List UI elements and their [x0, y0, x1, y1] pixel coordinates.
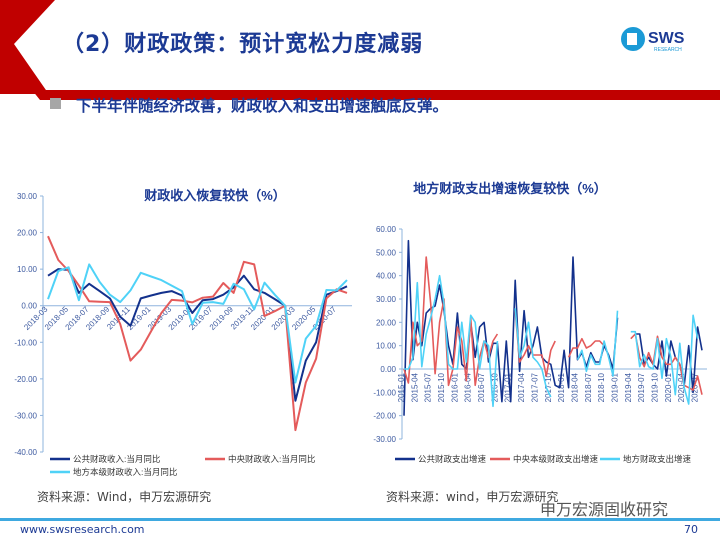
series-line-2 [514, 308, 552, 398]
revenue-chart: 财政收入恢复较快（%） 30.00 20.00 10.00 0.00 -10.00 -20.… [14, 188, 352, 477]
series-line-1 [403, 256, 499, 387]
sws-logo: SWS RESEARCH [620, 24, 710, 54]
bullet-text: 下半年伴随经济改善，财政收入和支出增速触底反弹。 [76, 97, 449, 115]
y-tick-label: 10.00 [17, 265, 38, 274]
watermark: 申万宏源固收研究 [540, 500, 669, 519]
chart-title: 地方财政支出增速恢复较快（%） [413, 181, 607, 196]
y-tick-label: 60.00 [376, 225, 397, 234]
legend-label-0: 公共财政收入:当月同比 [73, 454, 160, 464]
x-tick-label: 2018-10 [597, 372, 606, 402]
footer-divider [0, 518, 720, 521]
x-tick-label: 2017-10 [544, 372, 553, 402]
page-title: （2）财政政策：预计宽松力度减弱 [62, 32, 424, 57]
x-tick-label: 2019-10 [651, 372, 660, 402]
y-tick-label: -10.00 [14, 338, 37, 347]
legend-label-0: 公共财政支出增速 [418, 454, 487, 464]
source-note-left: 资料来源：Wind，申万宏源研究 [37, 490, 212, 504]
y-tick-label: -20.00 [373, 412, 396, 421]
y-tick-label: -20.00 [14, 375, 37, 384]
bullet-icon [50, 98, 61, 109]
x-tick-label: 2016-07 [477, 372, 486, 402]
y-tick-label: 50.00 [376, 248, 397, 257]
y-tick-label: 20.00 [17, 229, 38, 238]
y-tick-label: -30.00 [14, 411, 37, 420]
y-tick-label: 0.00 [380, 365, 396, 374]
legend-label-2: 地方财政支出增速 [623, 454, 692, 464]
y-tick-label: -30.00 [373, 435, 396, 444]
x-tick-label: 2015-10 [437, 372, 446, 402]
expenditure-chart: 地方财政支出增速恢复较快（%） 60.00 50.00 40.00 30.00 20.00… [373, 181, 707, 464]
series-line-2 [576, 310, 619, 377]
y-tick-label: 10.00 [376, 342, 397, 351]
source-note-right: 资料来源：wind，申万宏源研究 [386, 490, 559, 504]
x-tick-label: 2018-04 [570, 372, 579, 402]
x-tick-label: 2020-04 [677, 372, 686, 402]
series-line-2 [630, 314, 699, 405]
header-banner [0, 0, 720, 100]
x-tick-label: 2015-04 [410, 372, 419, 402]
y-tick-label: 0.00 [21, 302, 37, 311]
y-tick-label: 20.00 [376, 318, 397, 327]
x-tick-label: 2020-01 [664, 372, 673, 402]
series-line-1 [514, 310, 556, 377]
x-tick-label: 2019-01 [610, 372, 619, 402]
x-tick-label: 2017-01 [504, 372, 513, 402]
series-line-0 [47, 268, 348, 402]
legend-label-1: 中央本级财政支出增速 [513, 454, 599, 464]
series-line-2 [404, 274, 499, 408]
series-line-1 [567, 337, 605, 358]
series-line-2 [47, 263, 348, 384]
x-tick-label: 2016-01 [450, 372, 459, 402]
x-tick-label: 2019-04 [624, 372, 633, 402]
x-tick-label: 2017-07 [530, 372, 539, 402]
x-tick-label: 2015-01 [397, 372, 406, 402]
svg-text:RESEARCH: RESEARCH [654, 47, 682, 53]
x-tick-label: 2019-07 [637, 372, 646, 402]
svg-text:SWS: SWS [648, 30, 685, 47]
y-tick-label: 30.00 [17, 192, 38, 201]
y-tick-label: 30.00 [376, 295, 397, 304]
footer-url[interactable]: www.swsresearch.com [20, 523, 145, 536]
y-tick-label: -10.00 [373, 388, 396, 397]
x-tick-label: 2018-01 [557, 372, 566, 402]
x-tick-label: 2018-07 [584, 372, 593, 402]
page-number: 70 [684, 523, 698, 536]
series-line-1 [47, 235, 348, 432]
legend-label-2: 地方本级财政收入:当月同比 [73, 467, 177, 477]
legend-label-1: 中央财政收入:当月同比 [228, 454, 315, 464]
y-tick-label: -40.00 [14, 448, 37, 457]
x-tick-label: 2017-04 [517, 372, 526, 402]
x-tick-label: 2015-07 [424, 372, 433, 402]
chart-title: 财政收入恢复较快（%） [144, 188, 286, 203]
x-tick-label: 2020-07 [691, 372, 700, 402]
y-tick-label: 40.00 [376, 272, 397, 281]
x-tick-label: 2016-04 [464, 372, 473, 402]
